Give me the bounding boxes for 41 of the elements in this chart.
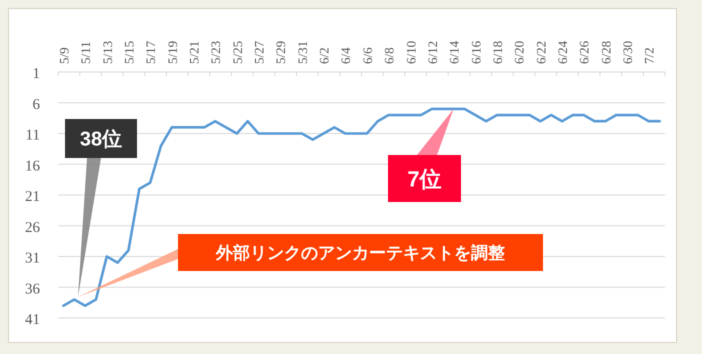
y-tick-label: 21 [25,189,40,205]
annotation: 7位 [407,166,442,192]
x-tick-label: 5/13 [100,40,115,64]
x-tick-label: 6/22 [533,40,548,64]
x-tick-label: 6/8 [382,47,397,64]
x-tick-label: 6/14 [446,40,462,64]
x-tick-label: 6/6 [360,46,375,64]
x-tick-label: 6/16 [468,40,484,64]
y-tick-label: 16 [25,158,40,174]
x-tick-label: 5/21 [186,40,202,64]
x-tick-label: 6/20 [512,40,527,64]
x-tick-label: 6/30 [620,40,636,64]
y-tick-label: 41 [25,312,40,328]
x-tick-label: 5/27 [252,40,267,64]
y-tick-label: 1 [32,66,40,82]
x-tick-label: 5/11 [78,41,94,64]
x-tick-label: 6/12 [424,40,440,64]
y-tick-label: 6 [32,96,40,113]
line-series [62,108,661,307]
x-tick-label: 6/4 [338,46,354,64]
x-tick-label: 6/2 [316,47,332,64]
x-tick-label: 5/15 [121,40,136,64]
x-tick-label: 5/31 [294,40,310,64]
y-tick-label: 26 [25,220,40,236]
x-tick-label: 6/18 [490,40,505,64]
x-tick-label: 6/26 [576,40,592,64]
y-tick-label: 11 [26,128,40,144]
x-tick-label: 5/25 [230,40,245,64]
x-tick-label: 5/19 [164,40,180,64]
x-tick-label: 6/24 [555,40,570,64]
annotation: 38位 [80,128,122,151]
x-tick-label: 7/2 [642,47,657,64]
x-tick-label: 6/10 [403,40,418,64]
y-tick-label: 36 [25,281,40,298]
x-tick-label: 6/28 [598,40,614,64]
annotation: 外部リンクのアンカーテキストを調整 [215,244,505,263]
x-tick-label: 5/9 [56,47,72,64]
x-tick-label: 5/29 [273,40,288,64]
x-tick-label: 5/17 [143,40,158,64]
y-tick-label: 31 [25,250,40,266]
x-tick-label: 5/23 [208,40,224,64]
